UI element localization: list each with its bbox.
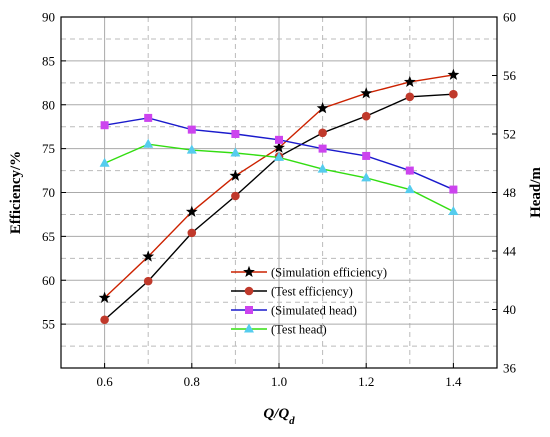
- y2-axis-title: Head/m: [528, 167, 544, 218]
- data-point: [186, 144, 197, 154]
- legend-entry: (Test head): [231, 323, 327, 337]
- y-tick-label: 80: [42, 97, 55, 112]
- data-point: [360, 87, 373, 99]
- legend-label: (Simulation efficiency): [271, 266, 387, 280]
- legend-label: (Test head): [271, 323, 327, 337]
- y-tick-label: 65: [42, 229, 55, 244]
- axis-titles: Efficiency/% Head/m Q/Qd: [8, 151, 544, 427]
- data-point: [142, 250, 155, 262]
- data-point: [230, 147, 241, 157]
- data-point: [100, 315, 109, 325]
- data-point: [405, 166, 414, 175]
- y2-tick-label: 52: [503, 127, 516, 142]
- legend-entry: (Simulated head): [231, 304, 357, 318]
- legend: (Simulation efficiency) (Test efficiency)…: [231, 266, 387, 337]
- data-point: [187, 125, 196, 134]
- data-point: [99, 157, 110, 167]
- x-axis-title-sep: /Q: [273, 406, 289, 422]
- data-point: [275, 135, 283, 144]
- data-point: [231, 130, 240, 138]
- data-point: [403, 75, 416, 87]
- x-tick-label: 0.6: [96, 374, 113, 389]
- data-point: [185, 205, 198, 217]
- data-point: [274, 151, 284, 161]
- x-axis-title-q: Q: [263, 406, 274, 422]
- data-point: [449, 89, 458, 99]
- data-point: [404, 184, 415, 194]
- x-axis-title: Q/Qd: [263, 406, 295, 427]
- data-point: [405, 92, 415, 102]
- data-point: [361, 172, 372, 182]
- data-point: [143, 276, 153, 286]
- y2-tick-label: 48: [503, 185, 516, 200]
- legend-marker: [243, 265, 255, 278]
- data-point: [447, 68, 460, 80]
- y-tick-label: 60: [42, 273, 55, 288]
- y-tick-label: 85: [42, 53, 55, 68]
- data-point: [100, 121, 109, 130]
- legend-marker: [244, 286, 254, 296]
- legend-marker: [245, 306, 253, 314]
- legend-marker: [244, 323, 254, 333]
- data-point: [318, 144, 327, 153]
- data-point: [231, 191, 240, 201]
- series-3: [99, 138, 459, 216]
- data-point: [362, 151, 371, 160]
- data-point: [318, 128, 327, 138]
- y2-tick-label: 36: [503, 361, 517, 376]
- x-tick-label: 0.8: [184, 374, 200, 389]
- legend-label: (Test efficiency): [271, 285, 353, 299]
- data-point: [273, 141, 285, 153]
- series: [98, 68, 460, 325]
- y2-tick-label: 40: [503, 302, 516, 317]
- x-axis-title-sub: d: [289, 415, 295, 427]
- data-point: [317, 163, 328, 173]
- series-0: [98, 68, 460, 303]
- y-tick-label: 75: [42, 141, 55, 156]
- y-tick-label: 90: [42, 10, 55, 25]
- y-tick-label: 70: [42, 185, 55, 200]
- y-axis-title: Efficiency/%: [8, 151, 24, 234]
- y-tick-label: 55: [42, 317, 55, 332]
- legend-entry: (Test efficiency): [231, 285, 353, 299]
- data-point: [448, 206, 459, 216]
- data-point: [361, 111, 371, 121]
- y2-tick-label: 44: [503, 244, 517, 259]
- data-point: [143, 138, 154, 148]
- x-tick-label: 1.2: [358, 374, 374, 389]
- x-tick-label: 1.4: [445, 374, 462, 389]
- series-2: [100, 113, 458, 194]
- data-point: [98, 291, 111, 303]
- ticks: 0.6 0.8 1.0 1.2 1.4 55 60 65 70 75 80 85 90 36 40 44 48 5…: [42, 10, 517, 390]
- legend-entry: (Simulation efficiency): [231, 266, 387, 280]
- data-point: [449, 185, 458, 194]
- y2-tick-label: 60: [503, 10, 516, 25]
- data-point: [187, 228, 197, 238]
- data-point: [316, 102, 329, 114]
- data-point: [229, 169, 242, 181]
- y2-tick-label: 56: [503, 68, 517, 83]
- legend-label: (Simulated head): [271, 304, 357, 318]
- x-tick-label: 1.0: [271, 374, 287, 389]
- data-point: [144, 113, 153, 122]
